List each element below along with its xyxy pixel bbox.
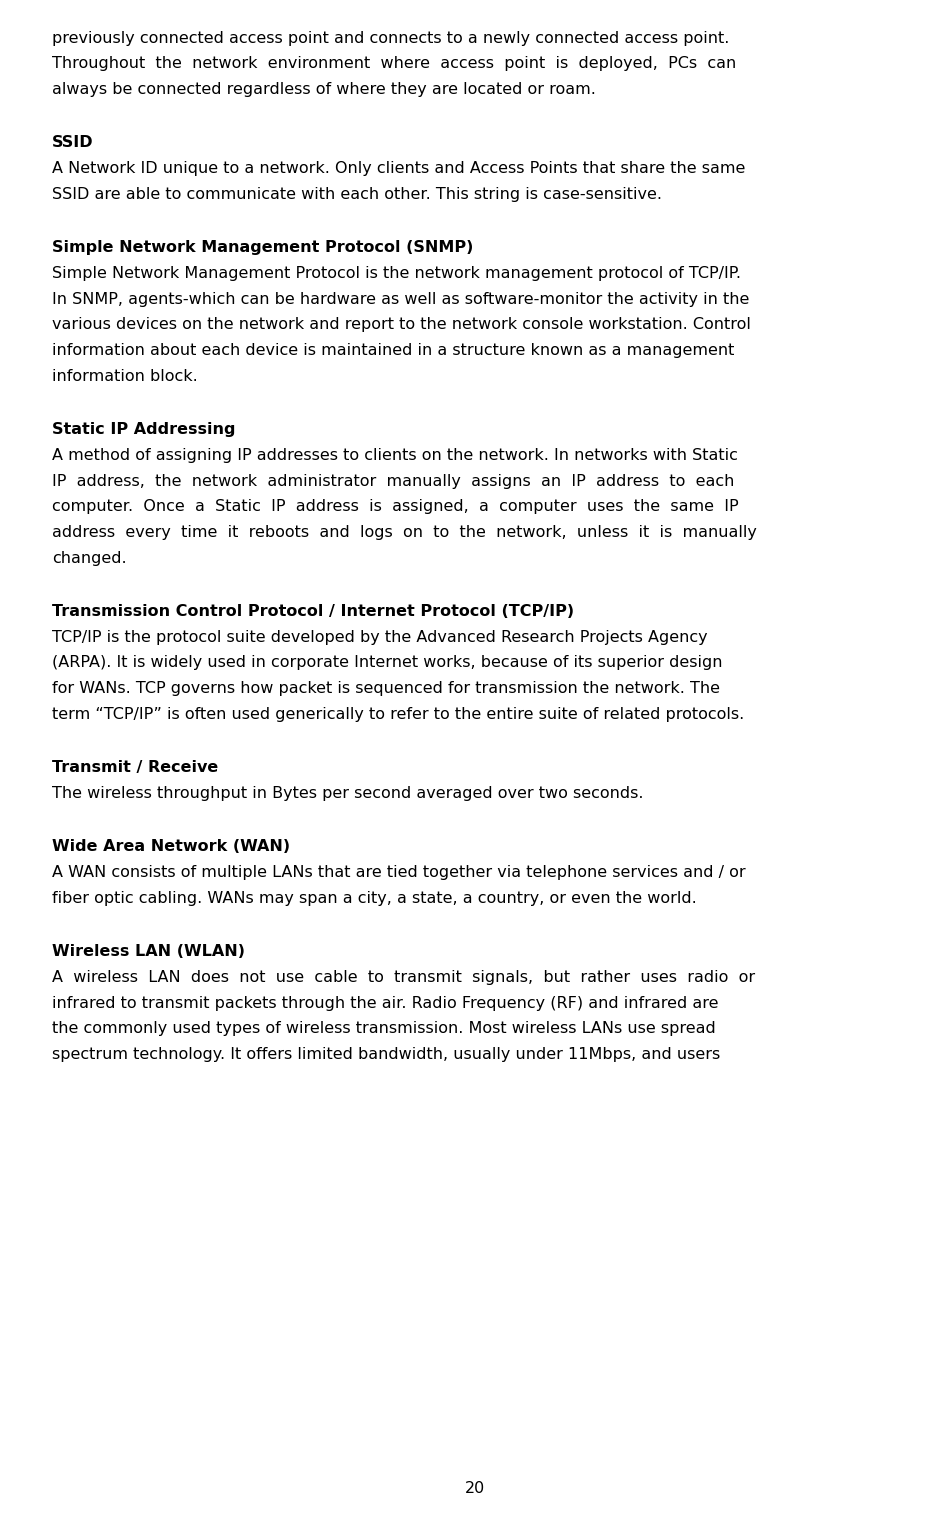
Text: Transmit / Receive: Transmit / Receive (52, 760, 218, 775)
Text: Simple Network Management Protocol (SNMP): Simple Network Management Protocol (SNMP… (52, 240, 474, 255)
Text: TCP/IP is the protocol suite developed by the Advanced Research Projects Agency: TCP/IP is the protocol suite developed b… (52, 629, 708, 644)
Text: SSID: SSID (52, 135, 94, 150)
Text: A WAN consists of multiple LANs that are tied together via telephone services an: A WAN consists of multiple LANs that are… (52, 865, 746, 880)
Text: The wireless throughput in Bytes per second averaged over two seconds.: The wireless throughput in Bytes per sec… (52, 786, 643, 801)
Text: Simple Network Management Protocol is the network management protocol of TCP/IP.: Simple Network Management Protocol is th… (52, 266, 741, 281)
Text: computer.  Once  a  Static  IP  address  is  assigned,  a  computer  uses  the  : computer. Once a Static IP address is as… (52, 499, 739, 514)
Text: spectrum technology. It offers limited bandwidth, usually under 11Mbps, and user: spectrum technology. It offers limited b… (52, 1047, 720, 1062)
Text: 20: 20 (464, 1480, 485, 1496)
Text: fiber optic cabling. WANs may span a city, a state, a country, or even the world: fiber optic cabling. WANs may span a cit… (52, 891, 697, 906)
Text: term “TCP/IP” is often used generically to refer to the entire suite of related : term “TCP/IP” is often used generically … (52, 707, 744, 722)
Text: SSID are able to communicate with each other. This string is case-sensitive.: SSID are able to communicate with each o… (52, 187, 662, 202)
Text: Wide Area Network (WAN): Wide Area Network (WAN) (52, 839, 290, 854)
Text: information block.: information block. (52, 369, 198, 383)
Text: Wireless LAN (WLAN): Wireless LAN (WLAN) (52, 944, 245, 959)
Text: IP  address,  the  network  administrator  manually  assigns  an  IP  address  t: IP address, the network administrator ma… (52, 474, 735, 488)
Text: previously connected access point and connects to a newly connected access point: previously connected access point and co… (52, 30, 730, 46)
Text: address  every  time  it  reboots  and  logs  on  to  the  network,  unless  it : address every time it reboots and logs o… (52, 524, 757, 540)
Text: for WANs. TCP governs how packet is sequenced for transmission the network. The: for WANs. TCP governs how packet is sequ… (52, 681, 720, 696)
Text: A method of assigning IP addresses to clients on the network. In networks with S: A method of assigning IP addresses to cl… (52, 448, 738, 462)
Text: changed.: changed. (52, 550, 127, 565)
Text: information about each device is maintained in a structure known as a management: information about each device is maintai… (52, 344, 735, 359)
Text: Throughout  the  network  environment  where  access  point  is  deployed,  PCs : Throughout the network environment where… (52, 56, 736, 71)
Text: the commonly used types of wireless transmission. Most wireless LANs use spread: the commonly used types of wireless tran… (52, 1021, 716, 1037)
Text: In SNMP, agents-which can be hardware as well as software-monitor the activity i: In SNMP, agents-which can be hardware as… (52, 292, 750, 307)
Text: Transmission Control Protocol / Internet Protocol (TCP/IP): Transmission Control Protocol / Internet… (52, 603, 574, 619)
Text: (ARPA). It is widely used in corporate Internet works, because of its superior d: (ARPA). It is widely used in corporate I… (52, 655, 723, 670)
Text: Static IP Addressing: Static IP Addressing (52, 423, 235, 438)
Text: A  wireless  LAN  does  not  use  cable  to  transmit  signals,  but  rather  us: A wireless LAN does not use cable to tra… (52, 970, 755, 985)
Text: always be connected regardless of where they are located or roam.: always be connected regardless of where … (52, 82, 596, 97)
Text: various devices on the network and report to the network console workstation. Co: various devices on the network and repor… (52, 318, 751, 333)
Text: infrared to transmit packets through the air. Radio Frequency (RF) and infrared : infrared to transmit packets through the… (52, 996, 718, 1011)
Text: A Network ID unique to a network. Only clients and Access Points that share the : A Network ID unique to a network. Only c… (52, 161, 746, 176)
